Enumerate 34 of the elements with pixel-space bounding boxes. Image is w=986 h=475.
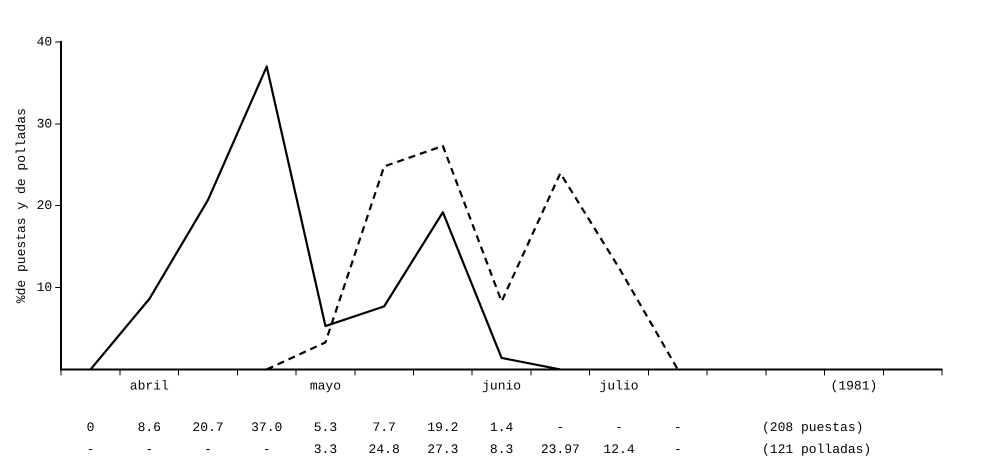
x-tick-label: abril [130, 378, 169, 394]
data-label: 8.3 [490, 442, 514, 457]
x-tick-label: (1981) [830, 378, 878, 394]
x-tick-label: julio [600, 378, 639, 394]
y-tick-label: 40 [36, 34, 52, 50]
data-label: 27.3 [427, 442, 458, 457]
data-label: 24.8 [368, 442, 400, 457]
data-label: 12.4 [603, 442, 635, 457]
y-tick-label: 20 [36, 198, 52, 214]
text: - [674, 420, 682, 435]
x-tick-label: junio [482, 378, 522, 394]
text: - [615, 420, 623, 435]
data-label: - [262, 442, 271, 457]
data-label: 8.6 [138, 420, 161, 435]
text: (121 polladas) [762, 442, 872, 457]
y-tick-label: 30 [36, 116, 52, 132]
data-label: 1.4 [490, 420, 514, 435]
text: - [145, 442, 154, 457]
text: - [86, 442, 94, 457]
data-label: - [556, 420, 564, 435]
text: - [204, 442, 212, 457]
y-axis-title: %de puestas y de polladas [14, 108, 30, 304]
y-tick-label: 10 [36, 280, 52, 295]
data-label: 0 [86, 420, 94, 435]
x-tick-label: mayo [310, 378, 342, 394]
text: (208 puestas) [762, 420, 864, 435]
data-label: 37.0 [251, 420, 282, 435]
data-label: 5.3 [314, 420, 338, 435]
data-label: 23.97 [540, 442, 580, 457]
data-label: 19.2 [427, 420, 458, 435]
data-label: 7.7 [372, 420, 396, 435]
data-label: 20.7 [192, 420, 224, 435]
data-label: 3.3 [314, 442, 338, 457]
data-label: - [674, 442, 682, 457]
